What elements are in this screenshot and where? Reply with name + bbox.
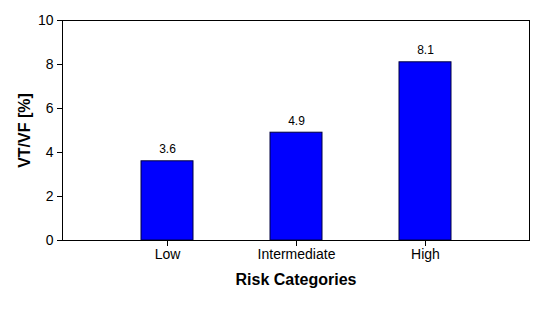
svg-text:8.1: 8.1 [417,43,434,57]
svg-text:3.6: 3.6 [159,142,176,156]
svg-text:4.9: 4.9 [288,114,305,128]
svg-text:4: 4 [46,144,54,160]
svg-text:Intermediate: Intermediate [258,246,336,262]
svg-text:High: High [411,246,440,262]
svg-text:VT/VF [%]: VT/VF [%] [16,93,33,168]
svg-text:2: 2 [46,188,54,204]
svg-text:Risk Categories: Risk Categories [236,271,357,288]
svg-text:10: 10 [38,12,54,28]
svg-text:8: 8 [46,56,54,72]
svg-text:Low: Low [155,246,182,262]
svg-text:0: 0 [46,232,54,248]
svg-text:6: 6 [46,100,54,116]
